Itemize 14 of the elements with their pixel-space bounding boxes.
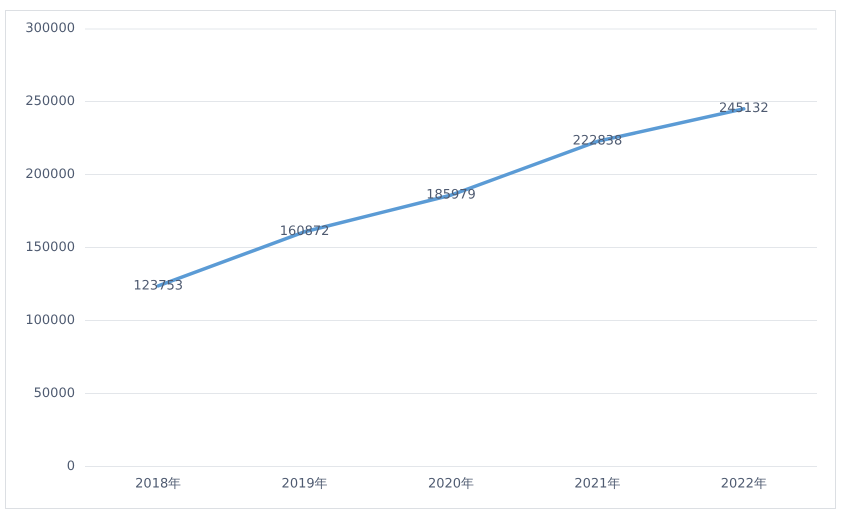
x-tick-label: 2019年: [282, 476, 328, 492]
y-tick-label: 50000: [34, 386, 75, 401]
x-tick-label: 2018年: [135, 476, 182, 492]
y-tick-label: 100000: [25, 312, 75, 328]
y-tick-label: 300000: [25, 21, 75, 36]
y-tick-label: 200000: [25, 167, 75, 182]
data-label: 123753: [133, 278, 184, 294]
x-tick-label: 2020年: [428, 476, 474, 492]
y-tick-label: 150000: [25, 240, 75, 255]
data-label: 245132: [718, 101, 769, 116]
x-tick-label: 2022年: [720, 476, 767, 492]
x-tick-label: 2021年: [574, 476, 620, 492]
y-tick-label: 250000: [25, 94, 75, 110]
y-tick-label: 0: [66, 458, 75, 474]
